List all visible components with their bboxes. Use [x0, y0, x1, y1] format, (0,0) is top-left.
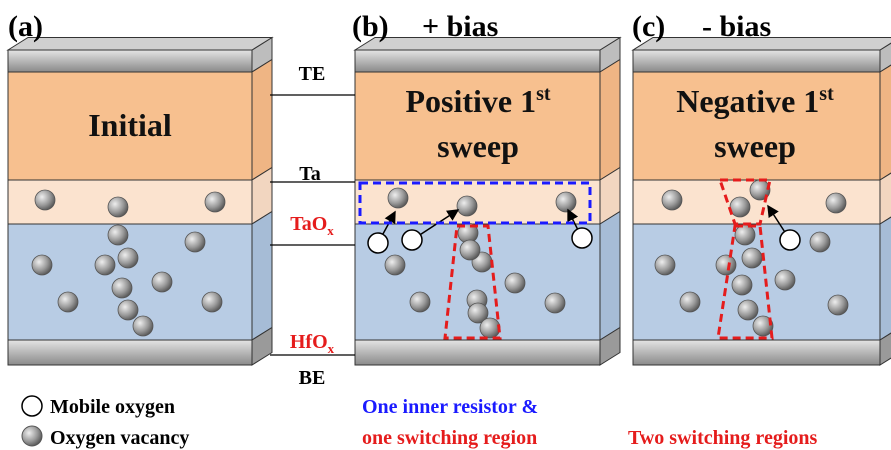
layer-sub: x: [328, 341, 335, 356]
title-sup: st: [819, 83, 834, 105]
caption: One inner resistor &: [362, 396, 538, 418]
oxygen-vacancy: [32, 255, 52, 275]
layer-side: [252, 212, 272, 341]
layer-label: BE: [299, 367, 326, 389]
oxygen-vacancy: [118, 300, 138, 320]
oxygen-vacancy: [35, 190, 55, 210]
caption: one switching region: [362, 427, 537, 449]
oxygen-vacancy: [388, 188, 408, 208]
oxygen-vacancy: [58, 292, 78, 312]
layer-text: HfO: [290, 331, 328, 353]
panel-title: Positive 1st: [405, 83, 550, 119]
mobile-oxygen: [368, 233, 388, 253]
legend-mobile-icon: [22, 396, 42, 416]
legend-vacancy-icon: [22, 426, 42, 446]
layer: [8, 50, 252, 72]
oxygen-vacancy: [505, 273, 525, 293]
layer-side: [600, 60, 620, 181]
oxygen-vacancy: [185, 232, 205, 252]
oxygen-vacancy: [655, 255, 675, 275]
oxygen-vacancy: [545, 293, 565, 313]
oxygen-vacancy: [480, 318, 500, 338]
title-text: Positive 1: [405, 83, 536, 119]
layer-label: Ta: [299, 163, 321, 185]
oxygen-vacancy: [410, 292, 430, 312]
diagram: (a) (b) + bias (c) - bias Initial Positi…: [0, 0, 891, 450]
oxygen-vacancy: [680, 292, 700, 312]
layer: [633, 50, 880, 72]
oxygen-vacancy: [810, 232, 830, 252]
layer-side: [600, 212, 620, 341]
layer-label: TE: [299, 63, 326, 85]
layer-top: [8, 38, 272, 51]
layer: [8, 340, 252, 365]
layer: [355, 50, 600, 72]
legend-label: Mobile oxygen: [50, 396, 175, 418]
oxygen-vacancy: [457, 196, 477, 216]
oxygen-vacancy: [385, 255, 405, 275]
caption: Two switching regions: [628, 427, 817, 449]
oxygen-vacancy: [108, 225, 128, 245]
oxygen-vacancy: [95, 255, 115, 275]
oxygen-vacancy: [108, 197, 128, 217]
layer: [633, 340, 880, 365]
oxygen-vacancy: [133, 316, 153, 336]
mobile-oxygen: [572, 228, 592, 248]
layer-label: TaOx: [290, 213, 334, 238]
layer-side: [252, 60, 272, 181]
panel-title-line2: sweep: [437, 128, 519, 164]
oxygen-vacancy: [735, 225, 755, 245]
legend-label: Oxygen vacancy: [50, 427, 189, 449]
oxygen-vacancy: [118, 248, 138, 268]
layer-side: [880, 60, 891, 181]
oxygen-vacancy: [775, 270, 795, 290]
mobile-oxygen: [780, 230, 800, 250]
oxygen-vacancy: [202, 292, 222, 312]
panel-label: (b): [352, 10, 389, 43]
panel-title: Negative 1st: [676, 83, 834, 119]
oxygen-vacancy: [732, 275, 752, 295]
oxygen-vacancy: [716, 255, 736, 275]
oxygen-vacancy: [556, 192, 576, 212]
layer: [355, 340, 600, 365]
oxygen-vacancy: [112, 278, 132, 298]
panel-title-line2: sweep: [714, 128, 796, 164]
bias-label: - bias: [702, 10, 771, 43]
oxygen-vacancy: [738, 300, 758, 320]
oxygen-vacancy: [662, 190, 682, 210]
oxygen-vacancy: [828, 295, 848, 315]
title-sup: st: [536, 83, 551, 105]
oxygen-vacancy: [205, 192, 225, 212]
layer-side: [880, 212, 891, 341]
panel-label: (a): [8, 10, 43, 43]
oxygen-vacancy: [826, 193, 846, 213]
layer-sub: x: [327, 223, 334, 238]
layer-text: TaO: [290, 213, 327, 235]
title-text: Negative 1: [676, 83, 819, 119]
panel-title: Initial: [88, 107, 172, 143]
layer-label: HfOx: [290, 331, 335, 356]
oxygen-vacancy: [742, 248, 762, 268]
mobile-oxygen: [402, 230, 422, 250]
panel-label: (c): [632, 10, 665, 43]
oxygen-vacancy: [152, 272, 172, 292]
bias-label: + bias: [422, 10, 498, 43]
oxygen-vacancy: [460, 240, 480, 260]
